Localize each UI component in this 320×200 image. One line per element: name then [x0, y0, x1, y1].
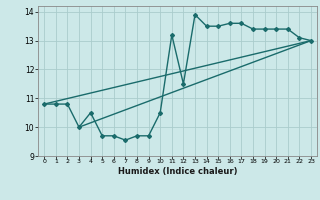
X-axis label: Humidex (Indice chaleur): Humidex (Indice chaleur) — [118, 167, 237, 176]
